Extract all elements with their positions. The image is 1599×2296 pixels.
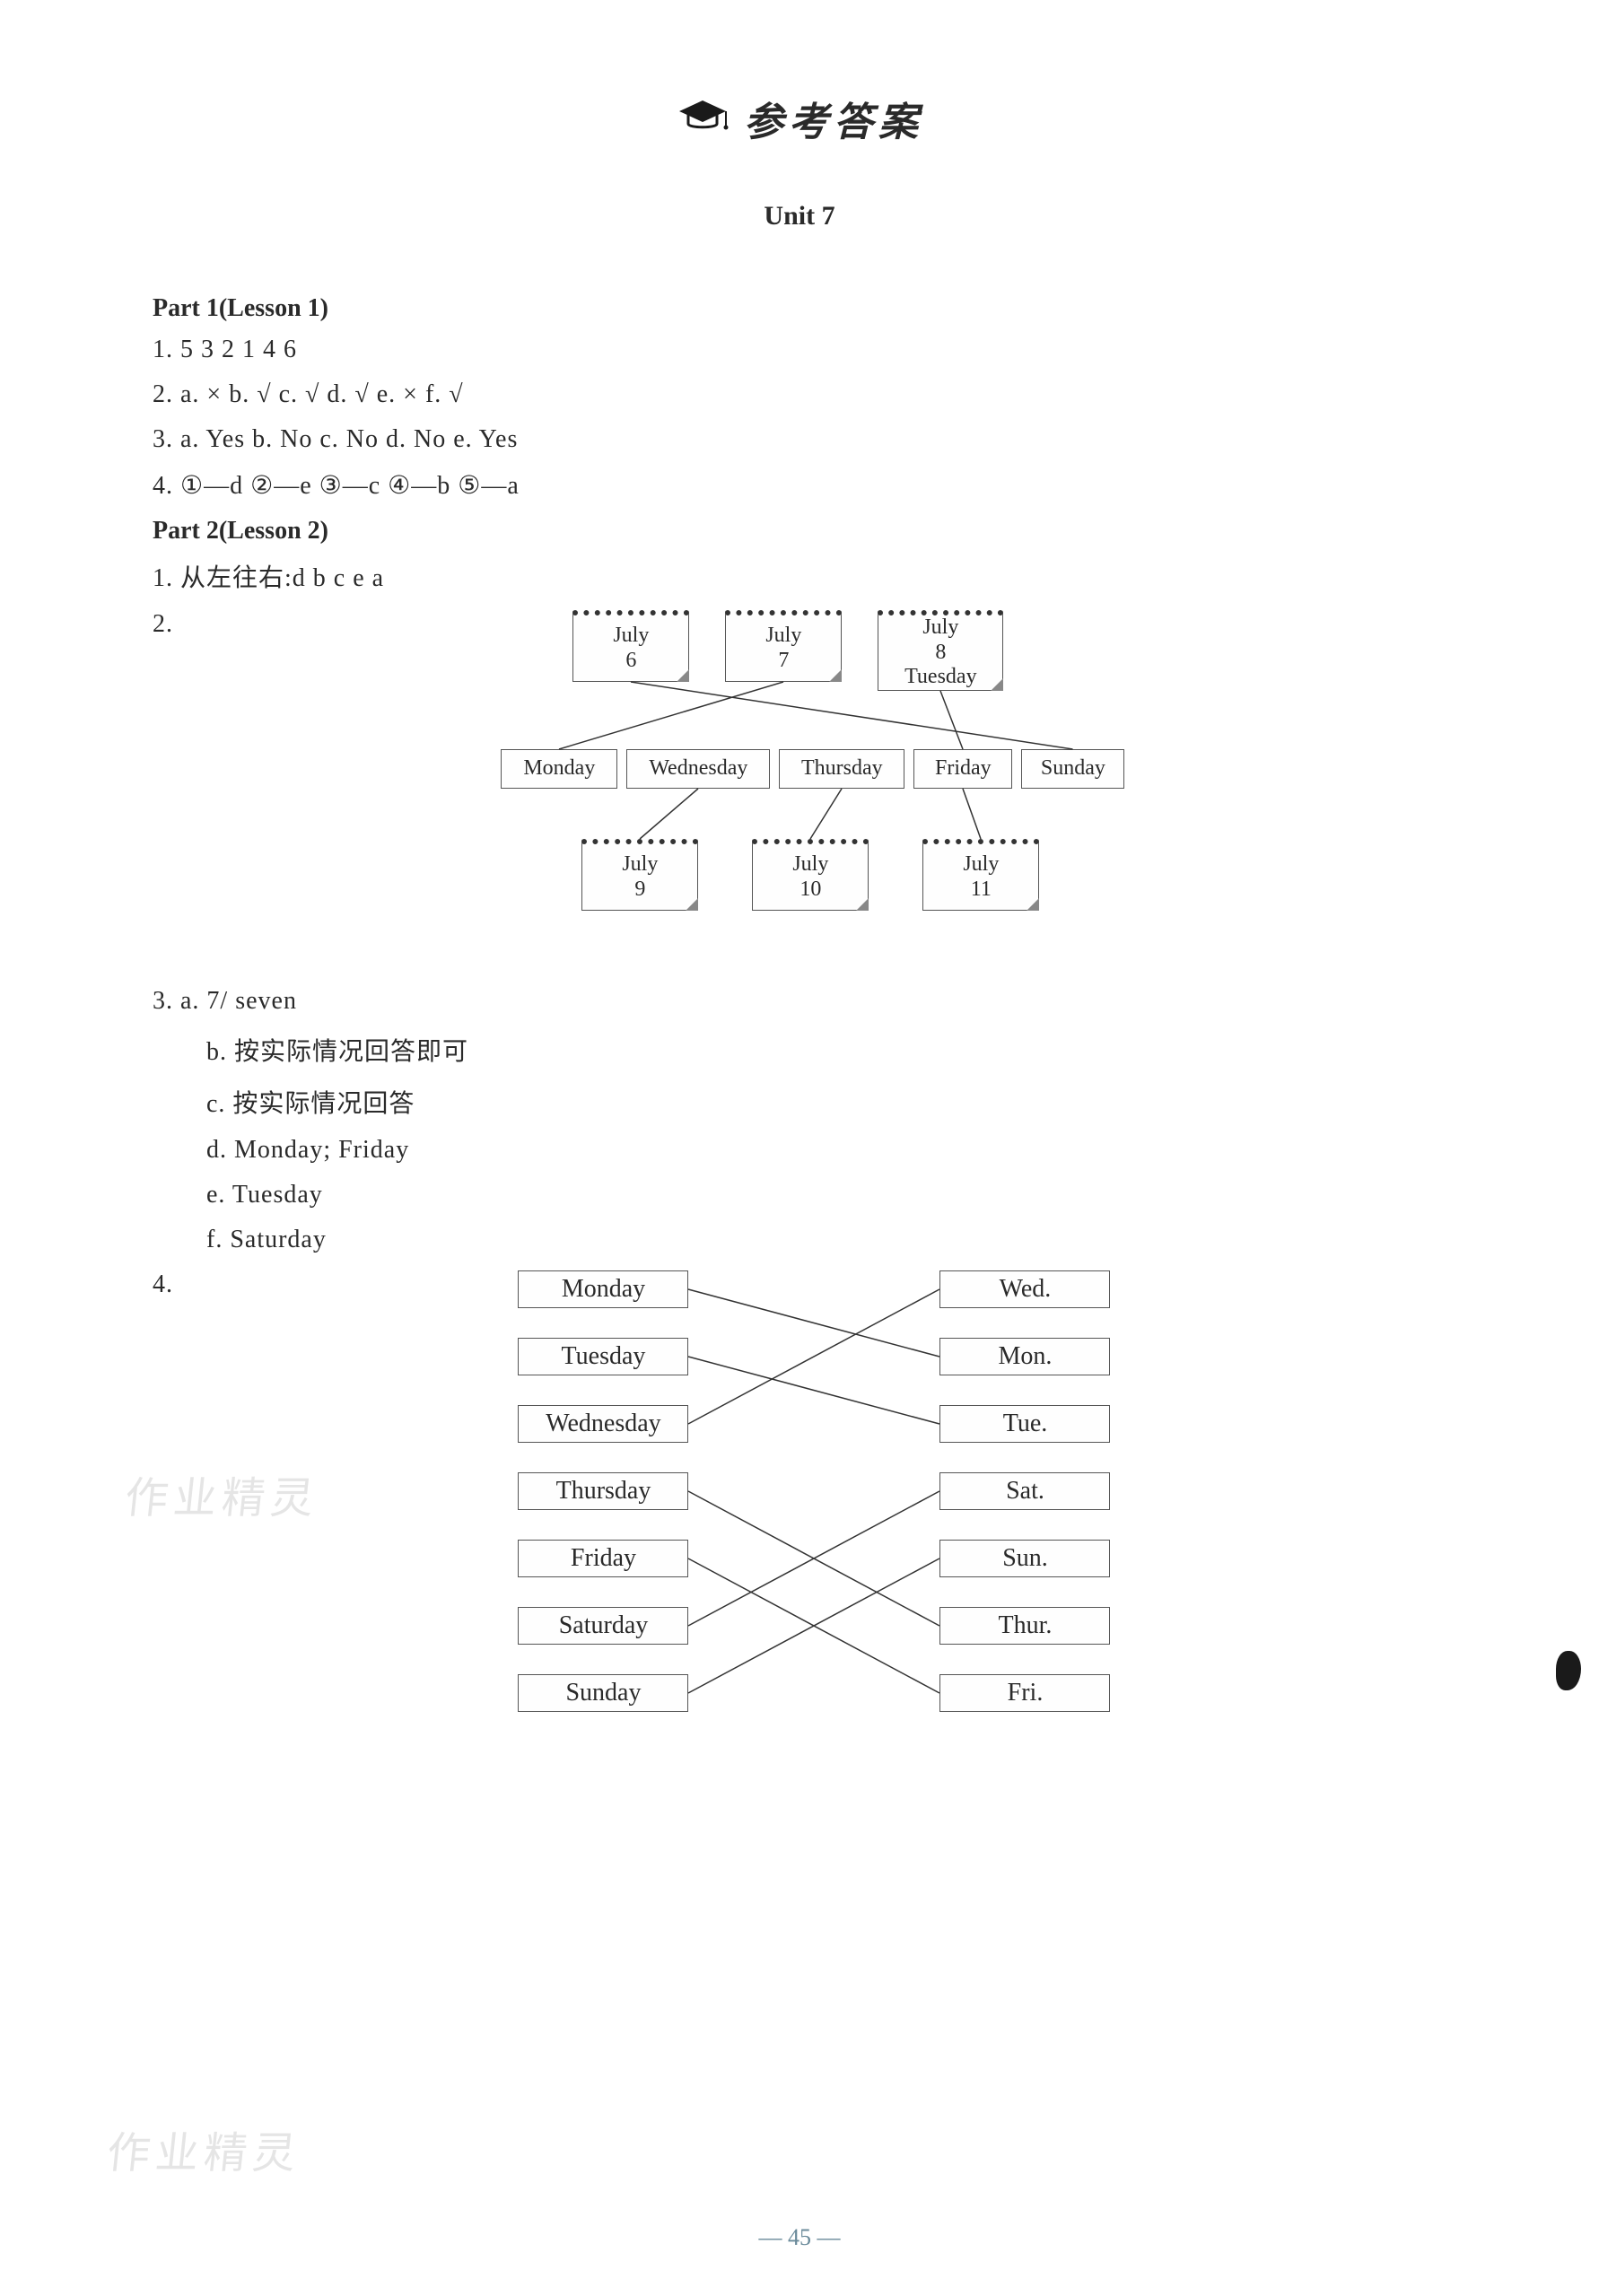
weekday-full-box: Thursday xyxy=(518,1472,688,1510)
p2-q3-f: f. Saturday xyxy=(144,1226,1455,1254)
calendar-card-line: 9 xyxy=(634,877,645,903)
calendar-card: July9 xyxy=(581,839,698,911)
calendar-card-line: July xyxy=(792,852,828,877)
p1-q2: 2. a. × b. √ c. √ d. √ e. × f. √ xyxy=(144,380,1455,409)
weekday-abbrev-box: Wed. xyxy=(939,1270,1110,1308)
calendar-card-line: 8 xyxy=(935,641,946,666)
weekday-box: Monday xyxy=(501,749,617,789)
weekday-abbrev-box: Mon. xyxy=(939,1338,1110,1375)
calendar-matching-diagram: July6July7July8TuesdayMondayWednesdayThu… xyxy=(501,610,1455,969)
weekday-box: Wednesday xyxy=(626,749,770,789)
page-number: — 45 — xyxy=(0,2224,1599,2251)
calendar-card-line: July xyxy=(922,615,958,641)
p2-q3-c: c. 按实际情况回答 xyxy=(144,1084,1455,1120)
p1-q3: 3. a. Yes b. No c. No d. No e. Yes xyxy=(144,425,1455,454)
unit-heading: Unit 7 xyxy=(144,201,1455,231)
weekday-abbrev-box: Fri. xyxy=(939,1674,1110,1712)
p2-q2-label: 2. xyxy=(144,610,196,639)
calendar-card: July8Tuesday xyxy=(878,610,1003,691)
weekday-full-box: Monday xyxy=(518,1270,688,1308)
weekday-box: Sunday xyxy=(1021,749,1124,789)
calendar-card-line: 6 xyxy=(625,649,636,674)
weekday-full-box: Sunday xyxy=(518,1674,688,1712)
calendar-card-line: July xyxy=(622,852,658,877)
page-title: 参考答案 xyxy=(744,90,923,147)
weekday-abbrev-box: Sat. xyxy=(939,1472,1110,1510)
graduation-cap-icon xyxy=(676,97,730,141)
p1-q1: 1. 5 3 2 1 4 6 xyxy=(144,336,1455,364)
calendar-card: July11 xyxy=(922,839,1039,911)
p2-q4-label: 4. xyxy=(144,1270,195,1299)
calendar-card: July6 xyxy=(572,610,689,682)
calendar-card: July10 xyxy=(752,839,869,911)
calendar-card-line: 11 xyxy=(971,877,992,903)
calendar-card-line: July xyxy=(613,624,649,649)
weekday-abbrev-box: Thur. xyxy=(939,1607,1110,1645)
watermark-text: 作业精灵 xyxy=(104,2117,304,2180)
p2-q3-a: 3. a. 7/ seven xyxy=(144,987,1455,1016)
p2-q1: 1. 从左往右:d b c e a xyxy=(144,558,1455,594)
weekday-abbrev-matching-diagram: Monday Tuesday Wednesday Thursday Friday Satu… xyxy=(518,1270,1455,1721)
page-title-row: 参考答案 xyxy=(144,90,1455,147)
calendar-card-line: 7 xyxy=(778,649,789,674)
p2-q3-d: d. Monday; Friday xyxy=(144,1136,1455,1165)
calendar-card-line: July xyxy=(765,624,801,649)
p2-q3-e: e. Tuesday xyxy=(144,1181,1455,1209)
calendar-card-line: Tuesday xyxy=(904,665,976,690)
p2-q3-b: b. 按实际情况回答即可 xyxy=(144,1032,1455,1068)
weekday-full-box: Tuesday xyxy=(518,1338,688,1375)
page-content: 参考答案 Unit 7 Part 1(Lesson 1) 1. 5 3 2 1 … xyxy=(0,0,1599,1775)
calendar-card-line: 10 xyxy=(800,877,821,903)
calendar-card-line: July xyxy=(963,852,999,877)
weekday-full-box: Saturday xyxy=(518,1607,688,1645)
weekday-box: Friday xyxy=(913,749,1012,789)
weekday-full-box: Wednesday xyxy=(518,1405,688,1443)
weekday-abbrev-box: Tue. xyxy=(939,1405,1110,1443)
weekday-full-box: Friday xyxy=(518,1540,688,1577)
weekday-abbrev-box: Sun. xyxy=(939,1540,1110,1577)
calendar-card: July7 xyxy=(725,610,842,682)
part1-label: Part 1(Lesson 1) xyxy=(144,294,1455,323)
weekday-box: Thursday xyxy=(779,749,904,789)
part2-label: Part 2(Lesson 2) xyxy=(144,517,1455,546)
p1-q4: 4. ①—d ②—e ③—c ④—b ⑤—a xyxy=(144,470,1455,501)
